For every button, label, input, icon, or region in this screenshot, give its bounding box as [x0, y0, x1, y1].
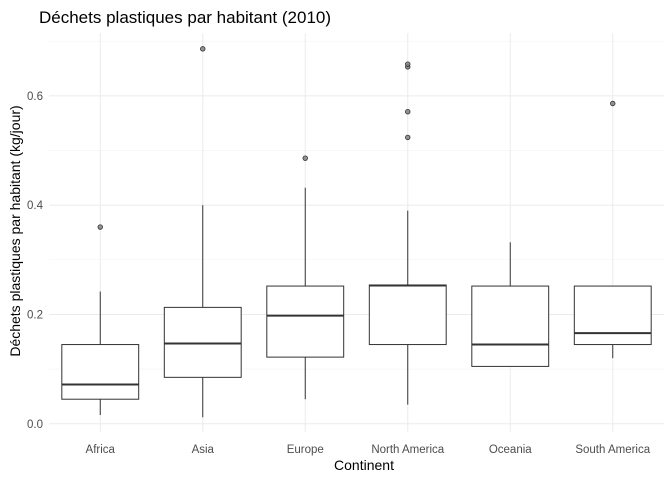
box-asia — [163, 46, 242, 418]
box-body — [266, 285, 345, 358]
x-axis-ticks: Africa Asia Europe North America Oceania Sout… — [86, 444, 651, 456]
box-body — [368, 284, 447, 346]
box-oceania — [471, 242, 550, 367]
box-africa — [61, 224, 140, 416]
x-tick-label: Africa — [86, 444, 116, 456]
outlier-point — [302, 155, 308, 161]
y-tick-label: 0.0 — [27, 419, 43, 431]
x-tick-label: Oceania — [489, 444, 532, 456]
x-tick-label: Asia — [192, 444, 215, 456]
y-tick-label: 0.6 — [27, 91, 43, 103]
outlier-point — [200, 46, 206, 52]
boxes — [61, 46, 652, 418]
outlier-point — [405, 134, 411, 141]
box-europe — [266, 155, 345, 400]
outlier-point — [405, 61, 411, 67]
outlier-point — [97, 224, 103, 230]
x-tick-label: North America — [371, 444, 444, 456]
x-tick-label: Europe — [287, 444, 324, 456]
box-body — [573, 285, 652, 346]
outlier-point — [610, 100, 616, 107]
box-north-america — [368, 61, 447, 405]
y-tick-label: 0.2 — [27, 309, 43, 321]
y-axis-title: Déchets plastiques par habitant (kg/jour… — [7, 105, 23, 356]
chart-title: Déchets plastiques par habitant (2010) — [39, 8, 331, 27]
box-body — [471, 285, 550, 367]
box-body — [163, 306, 242, 378]
x-tick-label: South America — [575, 444, 650, 456]
y-tick-label: 0.4 — [27, 200, 44, 212]
y-axis-ticks: 0.0 0.2 0.4 0.6 — [27, 91, 44, 431]
grid-lines — [49, 33, 664, 432]
x-axis-title: Continent — [334, 457, 394, 473]
outlier-point — [405, 109, 411, 115]
box-body — [61, 344, 140, 400]
box-south-america — [573, 100, 652, 359]
